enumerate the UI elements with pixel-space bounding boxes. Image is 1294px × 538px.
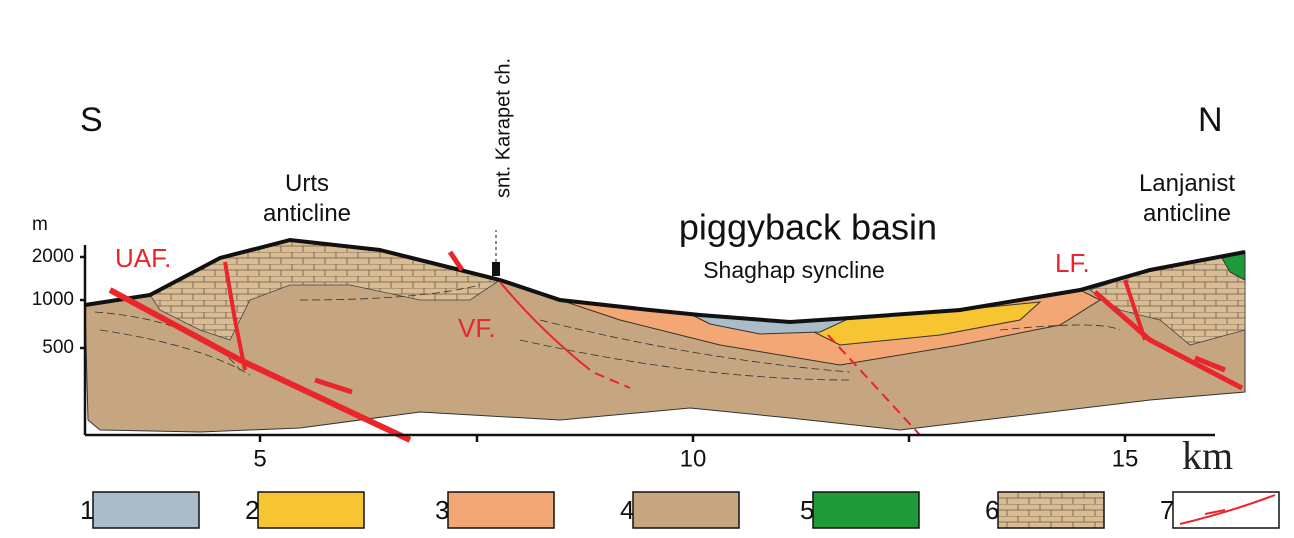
tick-label: 1000 [32, 289, 74, 310]
legend-swatch [813, 492, 919, 528]
fault-label: VF. [458, 313, 496, 343]
church-label: snt. Karapet ch. [492, 58, 514, 198]
basin-label: piggyback basin [679, 207, 937, 248]
fault-label: UAF. [115, 243, 171, 273]
syncline-label: Shaghap syncline [703, 257, 885, 283]
tick-label: 500 [42, 337, 74, 358]
legend-swatch [633, 492, 739, 528]
legend-swatch [998, 492, 1104, 528]
legend-swatch [93, 492, 199, 528]
fault-label: LF. [1055, 248, 1090, 278]
tick-label: 10 [680, 445, 707, 472]
church [492, 262, 500, 276]
cross-section: S N Urtsanticline snt. Karapet ch. piggy… [0, 0, 1294, 533]
tick-label: 2000 [32, 246, 74, 267]
tick-label: 15 [1112, 445, 1139, 472]
tick-label: 5 [253, 445, 266, 472]
axis-unit: m [32, 214, 48, 235]
north-label: N [1198, 101, 1223, 139]
axis-unit: km [1182, 433, 1233, 478]
south-label: S [80, 101, 103, 139]
legend-swatch [448, 492, 554, 528]
legend-swatch [258, 492, 364, 528]
